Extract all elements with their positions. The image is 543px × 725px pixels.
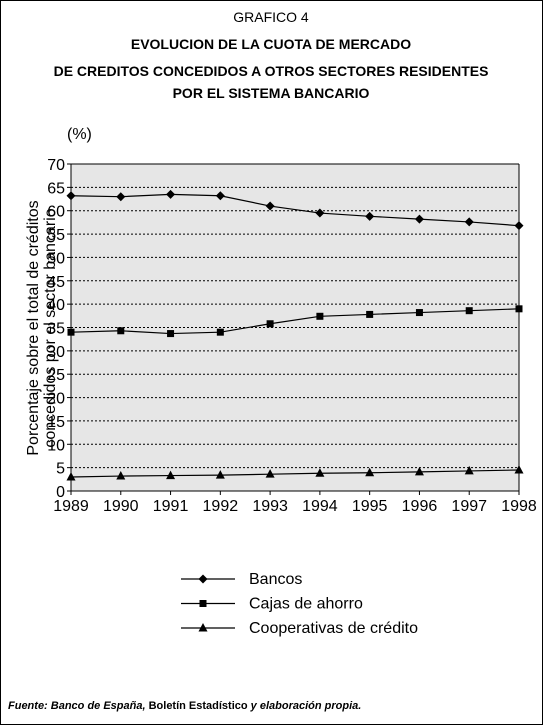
y-axis-label: concedidos por el sector bancario — [42, 208, 59, 447]
y-unit: (%) — [67, 126, 92, 143]
source-part: Fuente: Banco de España, — [8, 700, 149, 712]
legend-marker — [198, 574, 208, 584]
x-tick-label: 1989 — [53, 498, 89, 515]
marker — [315, 208, 325, 218]
chart-title: EVOLUCION DE LA CUOTA DE MERCADO — [131, 36, 411, 52]
source-part: Boletín Estadístico — [149, 700, 248, 712]
marker — [66, 471, 76, 481]
x-tick-label: 1992 — [203, 498, 239, 515]
y-tick-label: 55 — [47, 227, 65, 244]
legend-marker — [198, 623, 208, 632]
marker — [266, 320, 274, 328]
marker — [414, 466, 424, 476]
series-line — [70, 193, 520, 227]
marker — [464, 217, 474, 227]
y-tick-label: 0 — [56, 484, 65, 501]
marker — [166, 470, 176, 480]
marker — [117, 327, 125, 335]
marker — [414, 214, 424, 224]
marker — [265, 469, 275, 478]
marker — [116, 471, 126, 480]
y-tick-label: 20 — [47, 391, 65, 408]
source-note: Fuente: Banco de España, Boletín Estadís… — [8, 700, 361, 712]
source-part: y elaboración propia. — [248, 700, 362, 712]
marker — [465, 307, 473, 315]
y-axis-label: Porcentaje sobre el total de créditos — [25, 200, 42, 455]
legend-label: Bancos — [249, 571, 302, 588]
series-line — [70, 308, 520, 335]
x-tick-label: 1997 — [451, 498, 487, 515]
y-tick-label: 10 — [47, 437, 65, 454]
x-tick-label: 1993 — [252, 498, 288, 515]
y-tick-label: 60 — [47, 204, 65, 221]
legend-marker — [199, 600, 207, 607]
x-tick-label: 1994 — [302, 498, 338, 515]
marker — [166, 189, 176, 199]
x-tick-label: 1990 — [103, 498, 139, 515]
marker — [514, 464, 524, 474]
marker — [515, 305, 523, 313]
marker — [514, 221, 524, 231]
y-tick-label: 65 — [47, 180, 65, 197]
y-tick-label: 35 — [47, 321, 65, 338]
marker — [315, 468, 325, 477]
marker — [216, 328, 224, 336]
marker — [316, 312, 324, 320]
marker — [66, 191, 76, 201]
y-tick-label: 15 — [47, 414, 65, 431]
x-tick-label: 1996 — [402, 498, 438, 515]
marker — [265, 201, 275, 211]
chart-title: POR EL SISTEMA BANCARIO — [173, 85, 370, 101]
marker — [366, 310, 374, 318]
chart-title: DE CREDITOS CONCEDIDOS A OTROS SECTORES … — [54, 63, 489, 79]
marker — [215, 470, 225, 479]
y-tick-label: 5 — [56, 461, 65, 478]
marker — [215, 191, 225, 201]
marker — [167, 330, 175, 338]
chart-label: GRAFICO 4 — [233, 9, 309, 25]
x-tick-label: 1991 — [153, 498, 189, 515]
x-tick-label: 1995 — [352, 498, 388, 515]
marker — [464, 465, 474, 475]
marker — [116, 192, 126, 202]
series-line — [70, 469, 520, 478]
marker — [67, 328, 75, 336]
y-tick-label: 50 — [47, 250, 65, 267]
y-tick-label: 45 — [47, 274, 65, 291]
marker — [365, 211, 375, 221]
marker — [415, 309, 423, 317]
x-tick-label: 1998 — [501, 498, 537, 515]
y-tick-label: 30 — [47, 344, 65, 361]
y-tick-label: 40 — [47, 297, 65, 314]
legend-label: Cooperativas de crédito — [249, 620, 418, 637]
y-tick-label: 70 — [47, 157, 65, 174]
marker — [365, 467, 375, 477]
legend-label: Cajas de ahorro — [249, 596, 363, 613]
y-tick-label: 25 — [47, 367, 65, 384]
